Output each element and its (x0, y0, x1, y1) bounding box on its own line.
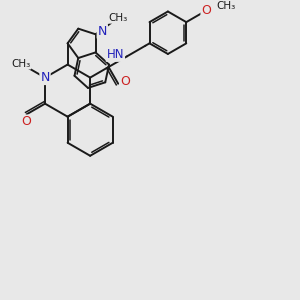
Text: HN: HN (106, 48, 124, 61)
Text: O: O (120, 75, 130, 88)
Text: N: N (40, 71, 50, 84)
Text: O: O (22, 116, 32, 128)
Text: O: O (201, 4, 211, 17)
Text: CH₃: CH₃ (11, 58, 30, 69)
Text: N: N (98, 25, 107, 38)
Text: CH₃: CH₃ (109, 13, 128, 23)
Text: CH₃: CH₃ (217, 1, 236, 11)
